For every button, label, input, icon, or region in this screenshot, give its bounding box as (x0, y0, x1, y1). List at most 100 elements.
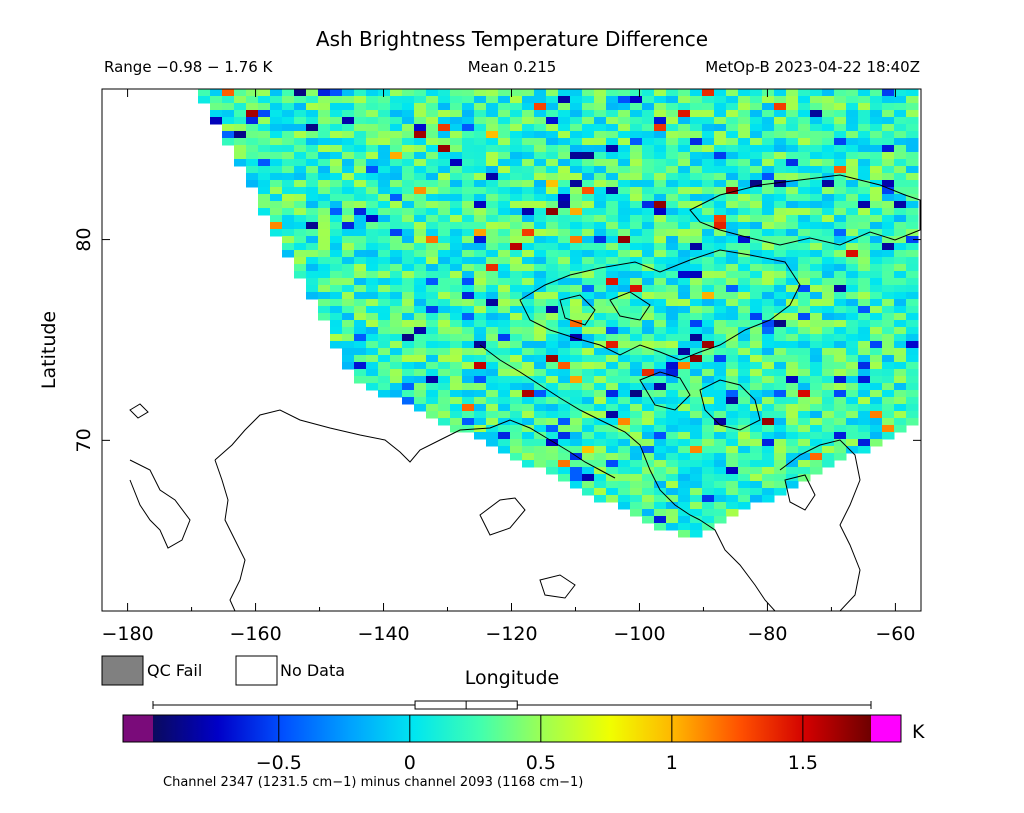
heatmap-cell (318, 145, 331, 153)
heatmap-cell (702, 369, 715, 377)
heatmap-cell (402, 96, 415, 104)
heatmap-cell (738, 110, 751, 118)
heatmap-cell (654, 502, 667, 510)
heatmap-cell (690, 460, 703, 468)
heatmap-cell (882, 348, 895, 356)
y-tick-label: 70 (73, 428, 95, 452)
heatmap-cell (654, 418, 667, 426)
heatmap-cell (834, 159, 847, 167)
heatmap-cell (678, 222, 691, 230)
heatmap-cell (474, 173, 487, 181)
heatmap-cell (438, 117, 451, 125)
heatmap-cell (894, 362, 907, 370)
heatmap-cell (438, 320, 451, 328)
heatmap-cell (450, 180, 463, 188)
heatmap-cell (510, 194, 523, 202)
heatmap-cell (438, 411, 451, 419)
heatmap-cell (906, 285, 919, 293)
heatmap-cell (366, 229, 379, 237)
heatmap-cell (630, 208, 643, 216)
heatmap-cell (234, 117, 247, 125)
heatmap-cell (894, 222, 907, 230)
heatmap-cell (870, 208, 883, 216)
heatmap-cell (474, 334, 487, 342)
heatmap-cell (678, 446, 691, 454)
heatmap-cell (570, 236, 583, 244)
heatmap-cell (474, 131, 487, 139)
heatmap-cell (270, 152, 283, 160)
heatmap-cell (558, 215, 571, 223)
heatmap-cell (558, 201, 571, 209)
heatmap-cell (618, 432, 631, 440)
heatmap-cell (438, 208, 451, 216)
heatmap-cell (882, 432, 895, 440)
heatmap-cell (762, 376, 775, 384)
heatmap-cell (618, 369, 631, 377)
heatmap-cell (738, 264, 751, 272)
heatmap-cell (894, 348, 907, 356)
heatmap-cell (798, 180, 811, 188)
heatmap-cell (618, 152, 631, 160)
heatmap-cell (294, 243, 307, 251)
heatmap-cell (846, 334, 859, 342)
heatmap-cell (894, 173, 907, 181)
heatmap-cell (630, 159, 643, 167)
heatmap-cell (414, 236, 427, 244)
heatmap-cell (330, 187, 343, 195)
heatmap-cell (306, 278, 319, 286)
heatmap-cell (642, 369, 655, 377)
heatmap-cell (654, 264, 667, 272)
heatmap-cell (798, 278, 811, 286)
heatmap-cell (822, 285, 835, 293)
heatmap-cell (654, 152, 667, 160)
heatmap-cell (702, 453, 715, 461)
heatmap-cell (462, 257, 475, 265)
heatmap-cell (906, 292, 919, 300)
heatmap-cell (678, 390, 691, 398)
heatmap-cell (822, 383, 835, 391)
heatmap-cell (606, 306, 619, 314)
heatmap-cell (726, 250, 739, 258)
heatmap-cell (726, 418, 739, 426)
heatmap-cell (786, 257, 799, 265)
heatmap-cell (642, 474, 655, 482)
heatmap-cell (786, 96, 799, 104)
heatmap-cell (798, 96, 811, 104)
heatmap-cell (714, 404, 727, 412)
heatmap-cell (330, 96, 343, 104)
heatmap-cell (498, 145, 511, 153)
heatmap-cell (894, 89, 907, 97)
heatmap-cell (726, 348, 739, 356)
heatmap-cell (630, 138, 643, 146)
heatmap-cell (618, 376, 631, 384)
heatmap-cell (714, 320, 727, 328)
heatmap-cell (726, 236, 739, 244)
heatmap-cell (618, 467, 631, 475)
heatmap-cell (570, 194, 583, 202)
heatmap-cell (570, 425, 583, 433)
heatmap-cell (738, 369, 751, 377)
heatmap-cell (894, 390, 907, 398)
heatmap-cell (786, 201, 799, 209)
heatmap-cell (870, 320, 883, 328)
heatmap-cell (282, 208, 295, 216)
heatmap-cell (462, 215, 475, 223)
heatmap-cell (450, 117, 463, 125)
heatmap-cell (822, 152, 835, 160)
heatmap-cell (702, 131, 715, 139)
heatmap-cell (714, 229, 727, 237)
heatmap-cell (630, 257, 643, 265)
heatmap-cell (702, 110, 715, 118)
heatmap-cell (462, 89, 475, 97)
heatmap-cell (906, 166, 919, 174)
heatmap-cell (678, 103, 691, 111)
heatmap-cell (438, 215, 451, 223)
coastline-segment (559, 294, 596, 326)
heatmap-cell (834, 278, 847, 286)
heatmap-cell (558, 278, 571, 286)
heatmap-cell (498, 299, 511, 307)
heatmap-cell (546, 180, 559, 188)
heatmap-cell (714, 243, 727, 251)
heatmap-cell (666, 222, 679, 230)
heatmap-cell (702, 432, 715, 440)
